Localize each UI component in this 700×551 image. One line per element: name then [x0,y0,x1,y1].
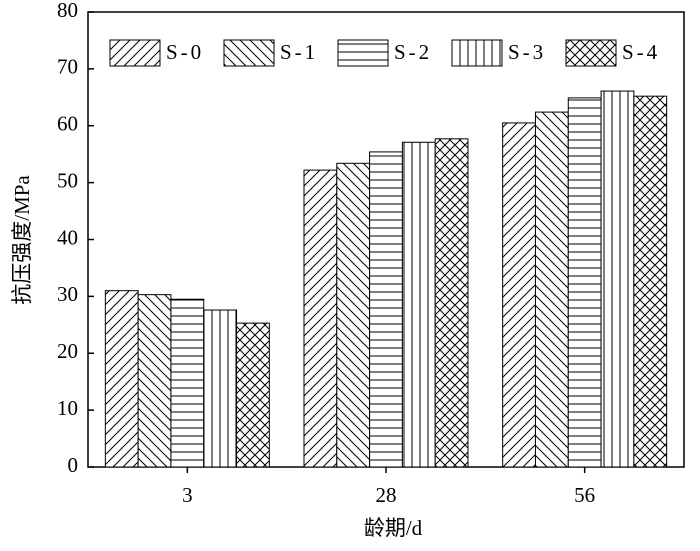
bar [336,162,371,468]
bar [534,111,569,468]
bar [104,290,139,468]
bar [137,294,172,468]
y-tick-label: 0 [68,453,79,477]
y-tick-label: 40 [57,225,78,249]
bar [401,141,436,468]
bar [203,309,238,468]
bar [236,322,270,468]
x-tick-label: 28 [376,483,397,507]
legend-swatch [223,39,275,67]
legend-label: S-0 [166,40,204,64]
bar [567,97,602,468]
legend-swatch [451,39,503,67]
bar [170,298,205,468]
bar [600,90,635,468]
y-tick-label: 10 [57,396,78,420]
y-tick-label: 30 [57,282,78,306]
bar [434,138,469,468]
legend-swatch [109,39,161,67]
y-tick-label: 50 [57,168,78,192]
legend-swatch [337,39,389,67]
legend-label: S-2 [394,40,432,64]
bar [369,151,403,468]
y-axis-label: 抗压强度/MPa [10,175,34,305]
x-tick-label: 56 [574,483,595,507]
bar [502,122,536,468]
legend-label: S-1 [280,40,318,64]
bar [633,95,668,468]
legend-label: S-4 [622,40,660,64]
y-tick-label: 20 [57,339,78,363]
y-tick-label: 70 [57,55,78,79]
legend-label: S-3 [508,40,546,64]
x-axis-label: 龄期/d [364,516,423,540]
legend-swatch [565,39,617,67]
y-tick-label: 60 [57,112,78,136]
y-tick-label: 80 [57,0,78,22]
x-tick-label: 3 [182,483,193,507]
bar [303,169,338,468]
